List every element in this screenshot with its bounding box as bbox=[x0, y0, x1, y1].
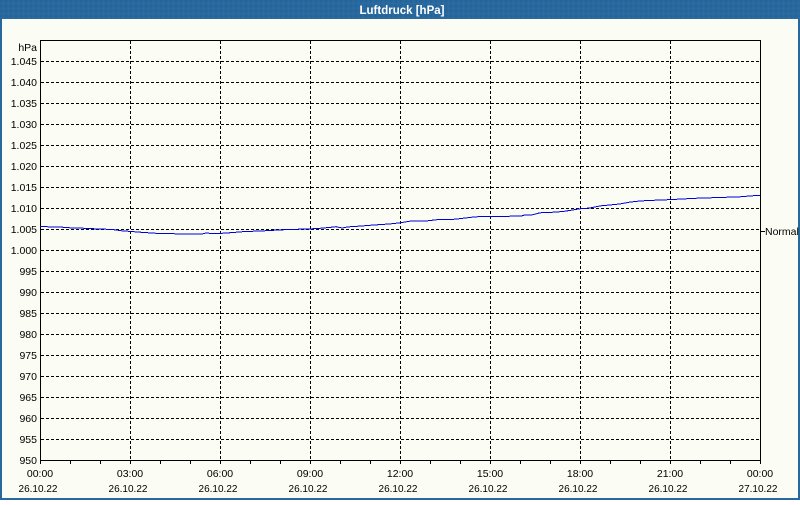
svg-text:06:00: 06:00 bbox=[207, 468, 233, 480]
svg-text:1.020: 1.020 bbox=[11, 161, 37, 173]
svg-text:1.000: 1.000 bbox=[11, 245, 37, 257]
svg-text:27.10.22: 27.10.22 bbox=[739, 484, 778, 495]
svg-text:950: 950 bbox=[19, 455, 37, 467]
svg-text:980: 980 bbox=[19, 329, 37, 341]
svg-text:26.10.22: 26.10.22 bbox=[559, 484, 598, 495]
svg-text:15:00: 15:00 bbox=[477, 468, 503, 480]
svg-text:965: 965 bbox=[19, 392, 37, 404]
svg-text:990: 990 bbox=[19, 287, 37, 299]
svg-text:1.035: 1.035 bbox=[11, 98, 37, 110]
svg-text:18:00: 18:00 bbox=[567, 468, 593, 480]
svg-text:26.10.22: 26.10.22 bbox=[19, 484, 58, 495]
svg-text:960: 960 bbox=[19, 413, 37, 425]
svg-text:1.045: 1.045 bbox=[11, 56, 37, 68]
svg-text:hPa: hPa bbox=[18, 42, 37, 54]
svg-text:26.10.22: 26.10.22 bbox=[289, 484, 328, 495]
svg-text:Luftdruck [hPa]: Luftdruck [hPa] bbox=[360, 5, 445, 17]
svg-text:975: 975 bbox=[19, 350, 37, 362]
svg-text:00:00: 00:00 bbox=[27, 468, 53, 480]
svg-text:26.10.22: 26.10.22 bbox=[199, 484, 238, 495]
svg-text:1.010: 1.010 bbox=[11, 203, 37, 215]
svg-text:00:00: 00:00 bbox=[747, 468, 773, 480]
svg-text:955: 955 bbox=[19, 434, 37, 446]
svg-text:12:00: 12:00 bbox=[387, 468, 413, 480]
svg-text:1.005: 1.005 bbox=[11, 224, 37, 236]
svg-text:03:00: 03:00 bbox=[117, 468, 143, 480]
svg-text:09:00: 09:00 bbox=[297, 468, 323, 480]
svg-text:21:00: 21:00 bbox=[657, 468, 683, 480]
svg-text:1.015: 1.015 bbox=[11, 182, 37, 194]
svg-text:26.10.22: 26.10.22 bbox=[469, 484, 508, 495]
svg-text:26.10.22: 26.10.22 bbox=[649, 484, 688, 495]
svg-text:970: 970 bbox=[19, 371, 37, 383]
svg-text:Normal: Normal bbox=[765, 226, 799, 238]
svg-text:1.025: 1.025 bbox=[11, 140, 37, 152]
svg-text:26.10.22: 26.10.22 bbox=[379, 484, 418, 495]
svg-text:985: 985 bbox=[19, 308, 37, 320]
svg-text:26.10.22: 26.10.22 bbox=[109, 484, 148, 495]
svg-text:995: 995 bbox=[19, 266, 37, 278]
svg-text:1.030: 1.030 bbox=[11, 119, 37, 131]
svg-text:1.040: 1.040 bbox=[11, 77, 37, 89]
